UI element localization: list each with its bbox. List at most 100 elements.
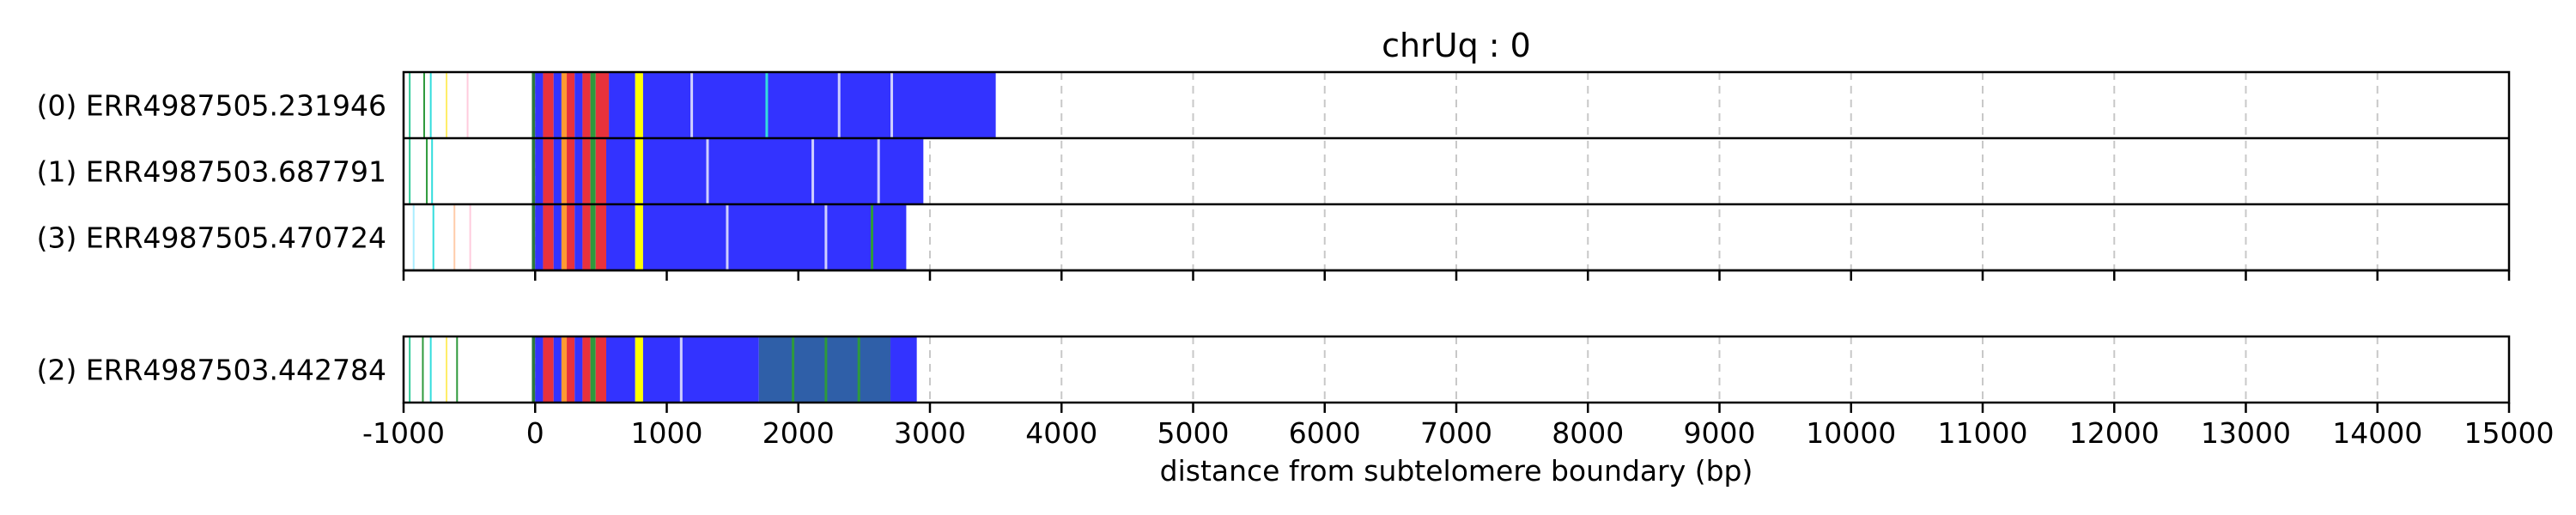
read-segment <box>446 73 448 137</box>
read-stripe <box>857 337 860 402</box>
read-segment <box>595 205 607 270</box>
read-segment <box>567 73 575 137</box>
x-tick-label: -1000 <box>362 416 445 450</box>
x-axis: -1000 0 1000 2000 3000 4000 5000 6000 7000 8000 90… <box>362 269 2555 450</box>
read-segment <box>446 337 448 402</box>
read-segment <box>543 205 554 270</box>
read-segment <box>422 73 425 137</box>
read-segment <box>543 139 554 203</box>
read-segment <box>582 73 591 137</box>
x-tick-label: 11000 <box>1938 416 2028 450</box>
read-segment <box>574 337 583 402</box>
read-segment <box>642 139 924 203</box>
read-segment <box>606 205 635 270</box>
read-segment <box>642 337 759 402</box>
read-segment <box>412 205 415 270</box>
read-segment <box>635 73 643 137</box>
x-tick-label: 1000 <box>631 416 703 450</box>
read-track <box>409 73 996 137</box>
read-segment <box>553 337 562 402</box>
read-segment <box>466 73 469 137</box>
x-tick-label: 0 <box>526 416 544 450</box>
read-segment <box>890 337 917 402</box>
x-tick-label: 4000 <box>1025 416 1097 450</box>
read-segment <box>609 73 635 137</box>
read-segment <box>574 73 583 137</box>
read-segment <box>409 139 411 203</box>
read-segment <box>590 337 596 402</box>
x-tick-label: 15000 <box>2464 416 2555 450</box>
x-tick-label: 2000 <box>762 416 835 450</box>
read-segment <box>595 337 607 402</box>
read-labels: (0) ERR4987505.231946 (1) ERR4987503.6877… <box>37 89 386 387</box>
read-stripe <box>890 73 894 137</box>
read-segment <box>429 337 432 402</box>
read-segment <box>535 139 544 203</box>
read-segment <box>582 337 591 402</box>
read-segment <box>553 205 562 270</box>
x-tick-label: 7000 <box>1420 416 1492 450</box>
read-segment <box>595 139 607 203</box>
read-segment <box>535 337 544 402</box>
read-segment <box>567 139 575 203</box>
read-segment <box>606 139 635 203</box>
read-stripe <box>837 73 841 137</box>
read-segment <box>553 73 562 137</box>
read-segment <box>635 337 643 402</box>
read-segment <box>469 205 471 270</box>
read-segment <box>574 205 583 270</box>
x-tick-label: 8000 <box>1552 416 1624 450</box>
read-segment <box>574 139 583 203</box>
x-tick-label: 3000 <box>894 416 966 450</box>
x-tick-label: 9000 <box>1684 416 1756 450</box>
read-stripe <box>877 139 880 203</box>
x-tick-label: 5000 <box>1157 416 1230 450</box>
x-tick-label: 6000 <box>1289 416 1361 450</box>
read-stripe <box>811 139 815 203</box>
read-segment <box>642 205 907 270</box>
read-segment <box>635 139 643 203</box>
read-label: (0) ERR4987505.231946 <box>37 89 386 123</box>
read-stripe <box>706 139 709 203</box>
read-segment <box>426 139 428 203</box>
read-stripe <box>726 205 729 270</box>
read-segment <box>635 205 643 270</box>
read-segment <box>532 205 536 270</box>
read-segment <box>456 337 459 402</box>
read-segment <box>582 139 591 203</box>
read-segment <box>429 73 432 137</box>
read-stripe <box>690 73 694 137</box>
read-segment <box>532 139 536 203</box>
read-segment <box>561 139 568 203</box>
read-segment <box>532 73 536 137</box>
read-segment <box>453 205 456 270</box>
read-segment <box>561 337 568 402</box>
read-track <box>409 139 924 203</box>
read-stripe <box>824 337 828 402</box>
read-segment <box>432 205 434 270</box>
read-segment <box>642 73 996 137</box>
read-segment <box>561 205 568 270</box>
read-segment <box>590 139 596 203</box>
x-tick-label: 12000 <box>2069 416 2160 450</box>
read-segment <box>543 73 554 137</box>
read-segment <box>590 205 596 270</box>
x-axis-label: distance from subtelomere boundary (bp) <box>1160 454 1753 488</box>
read-segment <box>543 337 554 402</box>
read-segment <box>535 205 544 270</box>
read-segment <box>595 73 610 137</box>
read-segment <box>590 73 596 137</box>
read-segment <box>422 337 424 402</box>
x-tick-label: 14000 <box>2332 416 2422 450</box>
read-segment <box>553 139 562 203</box>
read-stripe <box>765 73 769 137</box>
read-track <box>409 337 917 402</box>
read-label: (2) ERR4987503.442784 <box>37 354 386 387</box>
read-stripe <box>824 205 828 270</box>
x-tick-label: 10000 <box>1806 416 1896 450</box>
read-segment <box>409 337 411 402</box>
read-segment <box>535 73 544 137</box>
read-segment <box>567 205 575 270</box>
chart-title: chrUq : 0 <box>1382 27 1531 64</box>
